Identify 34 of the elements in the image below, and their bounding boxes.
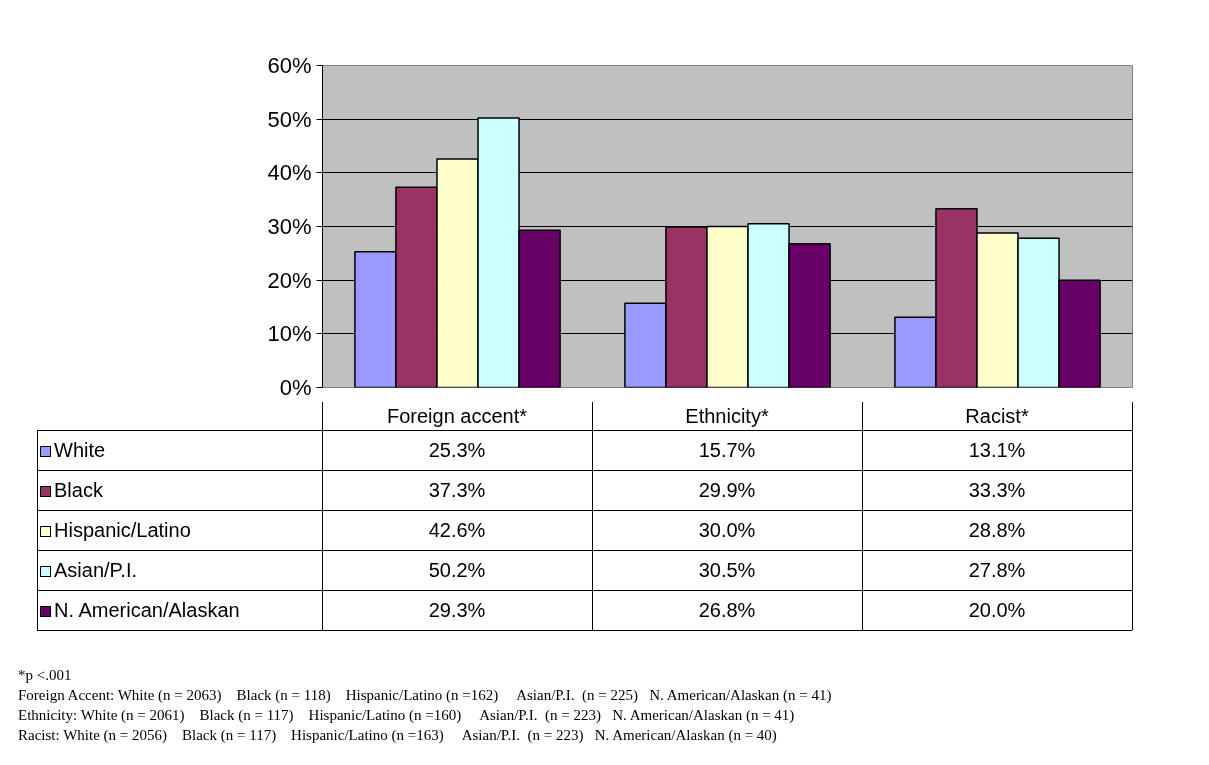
data-label: 20.0% [967,598,1027,623]
text: *p <.001 [18,666,72,685]
y-tick-label: 40% [267,160,312,186]
data-label: 29.9% [697,478,757,503]
x-tick-label: Foreign accent* [385,404,529,429]
data-label: 30.5% [697,558,757,583]
data-label: 25.3% [427,438,487,463]
data-label: 28.8% [967,518,1027,543]
x-tick-label: Ethnicity* [684,404,770,429]
legend-label: Black [53,478,104,503]
text: Racist: White (n = 2056) Black (n = 117) Hispanic/Latino (n =163) Asian/P.I. (n = 223) N. American/Alaskan (n = 40) [18,726,777,745]
data-label: 50.2% [427,558,487,583]
data-label: 30.0% [697,518,757,543]
data-label: 27.8% [967,558,1027,583]
y-tick-label: 30% [267,214,312,239]
data-label: 42.6% [427,518,487,543]
data-label: 37.3% [427,478,487,503]
legend-label: Asian/P.I. [53,558,139,583]
legend-label: Hispanic/Latino [53,518,192,543]
data-label: 33.3% [967,478,1027,503]
y-tick-label: 10% [267,321,312,347]
data-label: 29.3% [427,598,487,623]
legend-label: White [53,438,107,463]
text: Ethnicity: White (n = 2061) Black (n = 117) Hispanic/Latino (n =160) Asian/P.I. (n = 223) N. American/Alaskan (n = 41) [18,706,795,725]
data-label: 26.8% [697,598,757,623]
y-tick-label: 0% [279,375,312,400]
y-tick-label: 20% [267,267,312,293]
legend-label: N. American/Alaskan [53,598,241,623]
data-label: 13.1% [967,438,1027,463]
x-tick-label: Racist* [964,404,1030,429]
y-tick-label: 60% [267,53,312,78]
y-tick-label: 50% [267,106,312,132]
text: Foreign Accent: White (n = 2063) Black (n = 118) Hispanic/Latino (n =162) Asian/P.I. (n = 225) N. American/Alaskan (n = 41) [18,686,832,705]
data-label: 15.7% [697,438,757,463]
